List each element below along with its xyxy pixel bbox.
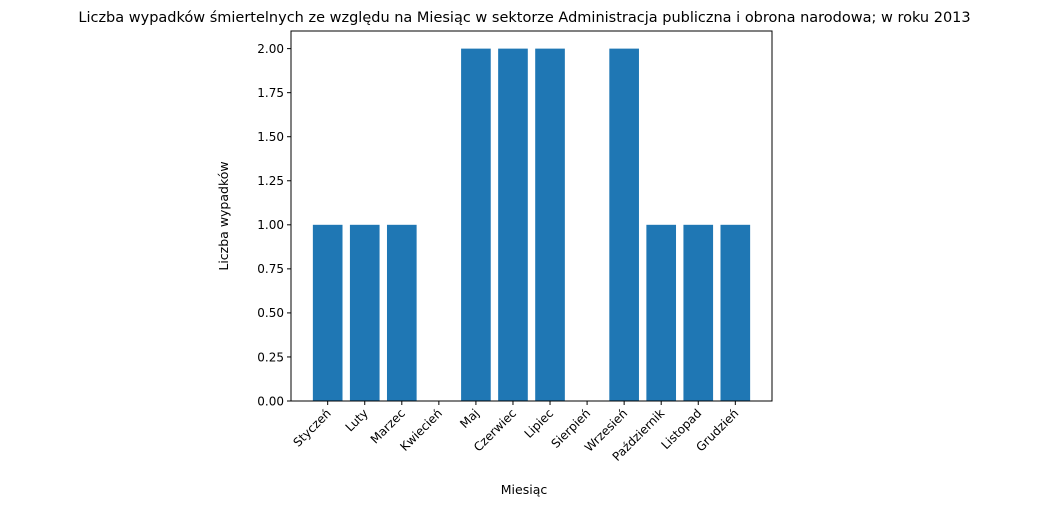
- y-tick-label: 1.50: [257, 130, 284, 144]
- bars: [312, 48, 751, 401]
- bar-12: [720, 224, 751, 401]
- y-axis-label: Liczba wypadków: [216, 161, 231, 270]
- bar-10: [646, 224, 677, 401]
- y-tick-label: 1.00: [257, 218, 284, 232]
- y-tick-label: 1.25: [257, 174, 284, 188]
- x-tick-label: Lipiec: [522, 406, 557, 441]
- x-tick-label: Maj: [457, 406, 482, 431]
- plot-frame: [290, 30, 773, 402]
- y-axis: 0.00 0.25 0.50 0.75 1.00 1.25 1.50 1.75 2.00: [257, 42, 291, 408]
- bar-6: [498, 48, 528, 401]
- bar-2: [349, 224, 380, 401]
- bar-5: [461, 48, 491, 401]
- x-axis-label: Miesiąc: [501, 482, 548, 497]
- y-tick-label: 0.50: [257, 306, 284, 320]
- bar-3: [386, 224, 417, 401]
- bar-7: [535, 48, 565, 401]
- x-tick-label: Styczeń: [290, 406, 333, 449]
- y-tick-label: 2.00: [257, 42, 284, 56]
- x-tick-label: Luty: [343, 406, 371, 434]
- y-tick-label: 0.75: [257, 262, 284, 276]
- chart-title: Liczba wypadków śmiertelnych ze względu …: [78, 10, 970, 26]
- bar-9: [609, 48, 639, 401]
- plot-area: 0.00 0.25 0.50 0.75 1.00 1.25 1.50 1.75 2.00 Sty…: [257, 30, 773, 464]
- y-tick-label: 0.00: [257, 394, 284, 408]
- y-tick-label: 1.75: [257, 86, 284, 100]
- y-tick-label: 0.25: [257, 350, 284, 364]
- bar-1: [312, 224, 343, 401]
- bar-11: [683, 224, 714, 401]
